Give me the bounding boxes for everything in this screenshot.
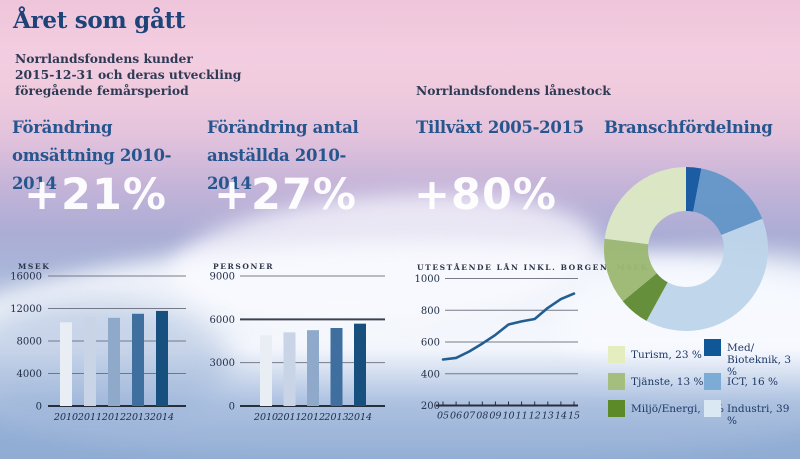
legend-swatch <box>608 373 625 390</box>
y-tick-label: 600 <box>421 338 440 349</box>
bar-2010 <box>260 335 272 406</box>
y-tick-label: 16000 <box>10 272 42 283</box>
legend-label: Med/ Bioteknik, 3 % <box>727 342 792 378</box>
employees-bar-chart: 0 3000 6000 9000 2010 2011 2012 2013 2014 <box>210 272 385 423</box>
bar-2013 <box>330 328 343 406</box>
bar-2014 <box>354 323 366 406</box>
donut-segment-tj-nste <box>604 238 657 302</box>
x-tick-label: 11 <box>516 411 528 422</box>
x-tick-label: 05 <box>437 411 449 422</box>
y-tick-label: 6000 <box>210 315 235 326</box>
loans-trend-line <box>441 292 576 361</box>
heading-tillvaxt: Tillväxt 2005-2015 <box>416 118 584 137</box>
lanestock-label: Norrlandsfondens lånestock <box>416 83 611 98</box>
x-tick-label: 12 <box>529 411 541 422</box>
x-tick-label: 2014 <box>347 412 372 423</box>
x-tick-label: 06 <box>450 411 462 422</box>
donut-segment-turism <box>604 167 686 245</box>
legend-item: Med/ Bioteknik, 3 % <box>704 339 800 378</box>
bar-2011 <box>283 332 296 406</box>
y-tick-label: 12000 <box>10 304 42 315</box>
y-tick-label: 8000 <box>17 337 42 348</box>
y-tick-label: 3000 <box>210 358 235 369</box>
legend-label: Tjänste, 13 % <box>631 376 704 388</box>
x-tick-label: 2012 <box>300 412 325 423</box>
y-tick-label: 800 <box>421 306 440 317</box>
x-tick-label: 2011 <box>276 412 301 423</box>
x-tick-label: 09 <box>489 411 501 422</box>
x-tick-label: 14 <box>555 411 567 422</box>
stat-tillvaxt: +80% <box>414 170 557 220</box>
y-tick-label: 0 <box>36 402 42 413</box>
industry-donut-chart <box>604 167 769 332</box>
y-tick-label: 200 <box>421 401 440 412</box>
legend-swatch <box>608 400 625 417</box>
donut-segment-med-bioteknik <box>686 167 702 212</box>
donut-segment-industri <box>646 218 769 332</box>
legend-label: ICT, 16 % <box>727 376 778 388</box>
stat-omsattning: +21% <box>24 170 167 220</box>
y-tick-label: 400 <box>421 369 440 380</box>
legend-item: ICT, 16 % <box>704 373 778 390</box>
y-tick-label: 9000 <box>210 272 235 283</box>
x-tick-label: 08 <box>476 411 488 422</box>
x-tick-label: 15 <box>568 411 580 422</box>
y-tick-label: 4000 <box>17 369 42 380</box>
legend-swatch <box>704 400 721 417</box>
x-tick-label: 13 <box>542 411 554 422</box>
x-tick-label: 2013 <box>125 412 150 423</box>
loans-line-chart: 200 400 600 800 1000 05 06 07 08 09 10 11 12 13 14 15 <box>415 274 581 422</box>
donut-segment-milj-energi <box>622 273 668 321</box>
y-tick-label: 0 <box>229 402 235 413</box>
unit-label-msek: MSEK <box>18 262 51 271</box>
page-title: Året som gått <box>13 7 186 34</box>
x-tick-label: 07 <box>463 411 476 422</box>
legend-label: Industri, 39 % <box>727 403 790 427</box>
bar-2012 <box>108 317 120 406</box>
unit-label-personer: PERSONER <box>213 262 275 271</box>
bar-2014 <box>156 310 168 406</box>
revenue-bar-chart: 0 4000 8000 12000 16000 2010 2011 2012 2013 2014 <box>10 272 186 423</box>
bar-2010 <box>60 322 72 406</box>
legend-swatch <box>704 373 721 390</box>
legend-item: Tjänste, 13 % <box>608 373 703 390</box>
legend-item: Turism, 23 % <box>608 346 702 363</box>
x-tick-label: 10 <box>502 411 514 422</box>
page-subtitle: Norrlandsfondens kunder 2015-12-31 och d… <box>15 51 242 98</box>
heading-branschfordelning: Branschfördelning <box>604 118 773 137</box>
stat-anstallda: +27% <box>214 170 357 220</box>
heading-anstallda: Förändring antal anställda 2010-2014 <box>207 118 359 194</box>
legend-label: Turism, 23 % <box>631 349 702 361</box>
bar-2013 <box>132 313 144 406</box>
x-tick-label: 2014 <box>149 412 174 423</box>
x-tick-label: 2011 <box>77 412 102 423</box>
x-tick-label: 2010 <box>253 412 278 423</box>
unit-label-utestaende-lan: UTESTÅENDE LÅN INKL. BORGEN, MSEK <box>417 263 649 272</box>
heading-omsattning: Förändring omsättning 2010-2014 <box>12 118 172 194</box>
y-tick-label: 1000 <box>415 274 440 285</box>
bar-2012 <box>307 330 319 406</box>
x-tick-label: 2010 <box>53 412 78 423</box>
legend-swatch <box>704 339 721 356</box>
bar-2011 <box>84 317 96 406</box>
legend-swatch <box>608 346 625 363</box>
x-tick-label: 2012 <box>101 412 126 423</box>
x-tick-label: 2013 <box>323 412 348 423</box>
legend-item: Industri, 39 % <box>704 400 800 427</box>
donut-segment-ict <box>693 168 763 236</box>
